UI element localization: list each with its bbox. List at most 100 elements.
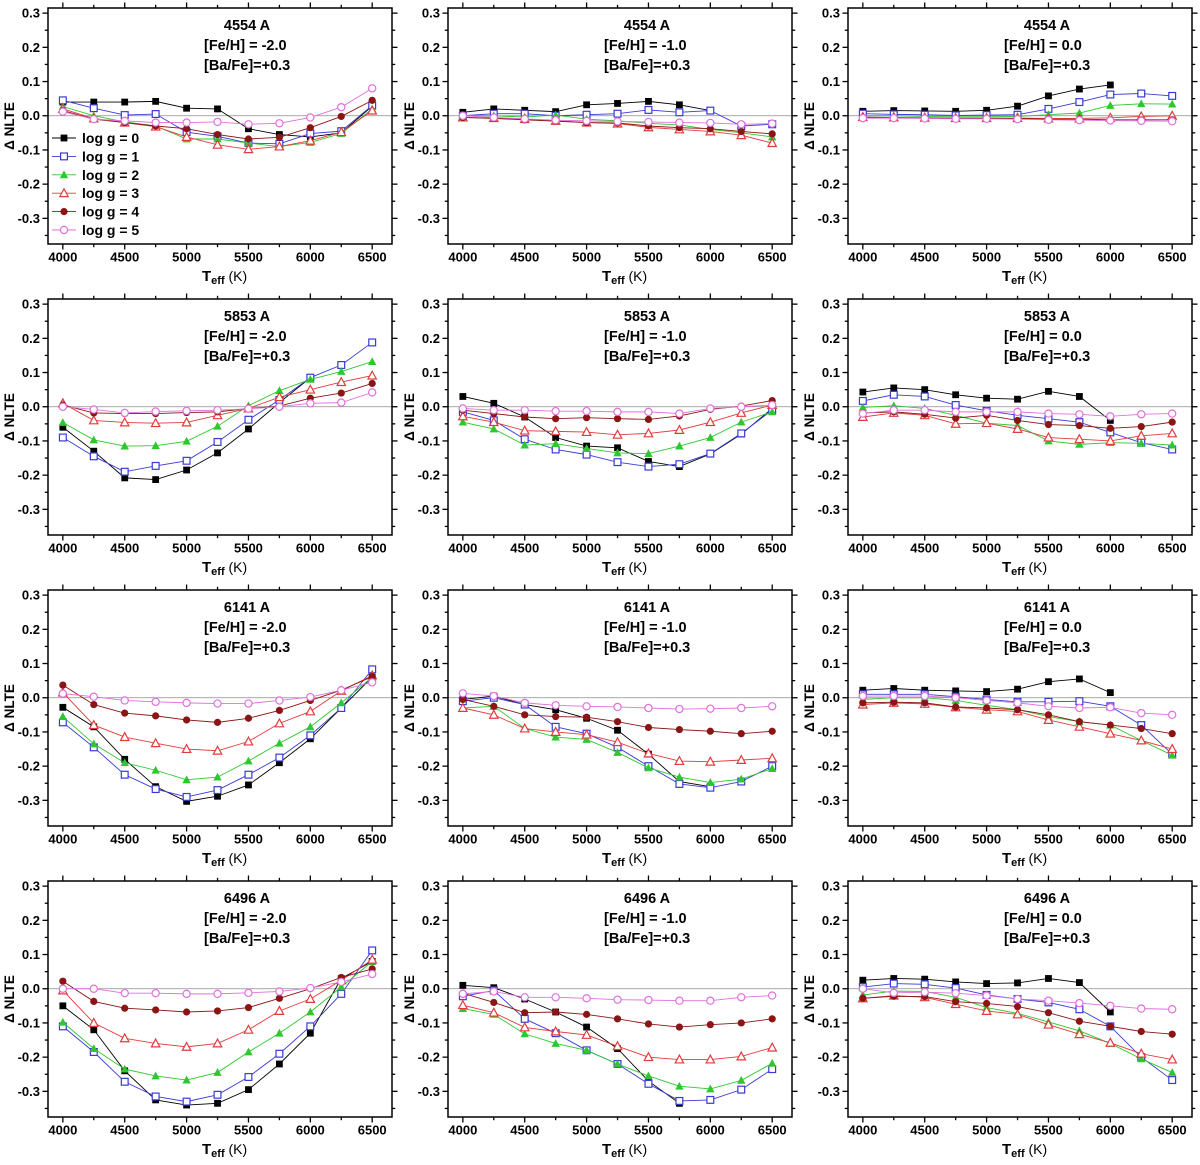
y-tick-label: 0.3 [822,297,840,312]
marker-triangle-open [58,187,70,198]
series-log-g-3 [57,669,378,755]
marker-triangle-filled [58,1017,68,1026]
marker-square-open [59,152,68,161]
y-tick-label: 0.1 [422,74,440,89]
marker-triangle-open [181,131,192,141]
title-line-wavelength: 5853 A [1024,309,1071,325]
marker-circle-filled [1137,1027,1145,1036]
marker-circle-filled [582,1010,591,1018]
marker-circle-open [858,691,868,701]
marker-circle-open [582,702,591,711]
marker-circle-open [244,699,253,708]
marker-circle-filled [737,730,745,738]
x-axis-label: Teff (K) [602,268,647,287]
y-tick-label: -0.2 [418,759,440,774]
marker-circle-open [58,984,68,993]
marker-square-open [151,1092,160,1101]
series-log-g-0 [859,675,1114,697]
marker-square-filled [214,105,221,113]
marker-triangle-filled [275,386,284,395]
marker-triangle-open [243,1024,254,1034]
marker-square-filled [1045,92,1052,100]
marker-circle-filled [706,727,714,735]
x-tick-label: 5500 [1034,250,1063,265]
marker-circle-open [89,405,98,414]
marker-square-filled [890,975,898,982]
x-tick-label: 6500 [358,1123,387,1138]
marker-circle-open [244,988,253,998]
marker-triangle-filled [644,763,653,772]
marker-circle-open [275,402,284,411]
marker-square-filled [59,703,67,711]
marker-circle-filled [1075,421,1083,430]
marker-circle-open [1137,708,1146,718]
marker-square-open [306,731,315,740]
marker-square-filled [90,98,98,106]
marker-circle-open [613,117,622,126]
marker-square-open [368,946,377,955]
marker-square-open [582,450,591,459]
y-axis-label: Δ NLTE [2,684,17,732]
marker-circle-open [1075,998,1084,1008]
x-tick-label: 4500 [110,1123,139,1138]
x-tick-label: 5000 [572,832,601,847]
plot-svg: 4000 4500 5000 5500 6000 6500 0.3 0.2 0.1 0.0 -0.1… [402,875,798,1160]
marker-triangle-open [519,425,530,435]
marker-circle-open [551,115,560,125]
y-tick-label: 0.3 [422,297,440,312]
marker-triangle-filled [1137,438,1146,447]
marker-triangle-open [457,999,469,1010]
marker-square-filled [859,976,867,984]
marker-triangle-filled [244,756,253,765]
panel-title: 5853 A [Fe/H] = 0.0 [Ba/Fe]=+0.3 [1004,309,1090,365]
marker-circle-open [644,407,653,417]
x-tick-label: 4000 [448,250,477,265]
tick-labels: 4000 4500 5000 5500 6000 6500 0.3 0.2 0.1 0.0 -0.1… [18,588,387,847]
marker-triangle-filled [613,748,622,756]
marker-triangle-filled [489,424,498,433]
marker-triangle-open [581,1029,592,1039]
x-tick-label: 6000 [1096,541,1125,556]
x-tick-label: 6000 [696,832,725,847]
marker-square-filled [1014,395,1021,403]
marker-circle-filled [890,698,898,706]
title-line-feh: [Fe/H] = 0.0 [1004,329,1082,345]
title-line-wavelength: 4554 A [624,18,671,34]
marker-triangle-filled [1168,99,1177,108]
marker-circle-filled [952,998,960,1006]
marker-circle-open [644,117,653,127]
series-log-g-3 [457,999,778,1064]
marker-triangle-open [212,745,223,755]
y-tick-label: 0.0 [822,108,840,123]
marker-square-open [613,458,622,467]
y-tick-label: 0.1 [22,74,40,89]
marker-circle-open [337,102,346,112]
marker-triangle-filled [706,778,715,786]
marker-triangle-open [366,104,378,115]
y-tick-label: -0.3 [818,502,840,517]
marker-circle-filled [737,127,745,136]
y-tick-label: -0.1 [18,1015,40,1030]
marker-circle-filled [552,415,560,423]
marker-triangle-open [550,425,561,436]
marker-circle-open [982,696,991,705]
plot-svg: 4000 4500 5000 5500 6000 6500 0.3 0.2 0.1 0.0 -0.1… [2,293,398,578]
marker-circle-filled [368,96,376,104]
marker-triangle-open [766,1041,778,1052]
marker-circle-open [768,991,777,1000]
title-line-bafe: [Ba/Fe]=+0.3 [604,58,690,74]
marker-triangle-open [181,743,192,754]
x-tick-label: 6500 [1158,1123,1187,1138]
marker-triangle-open [88,1017,99,1027]
plot-svg: 4000 4500 5000 5500 6000 6500 0.3 0.2 0.1 0.0 -0.1… [402,584,798,869]
marker-triangle-filled [613,1059,622,1068]
series-log-g-5 [858,113,1177,126]
marker-circle-filled [152,712,160,720]
marker-circle-open [213,117,222,127]
marker-square-open [889,390,898,399]
y-axis-label: Δ NLTE [2,393,17,441]
marker-triangle-filled [182,1075,191,1084]
plot-svg: 4000 4500 5000 5500 6000 6500 0.3 0.2 0.1 0.0 -0.1… [802,2,1198,287]
series-log-g-4 [59,672,376,726]
marker-circle-open [1044,702,1053,711]
